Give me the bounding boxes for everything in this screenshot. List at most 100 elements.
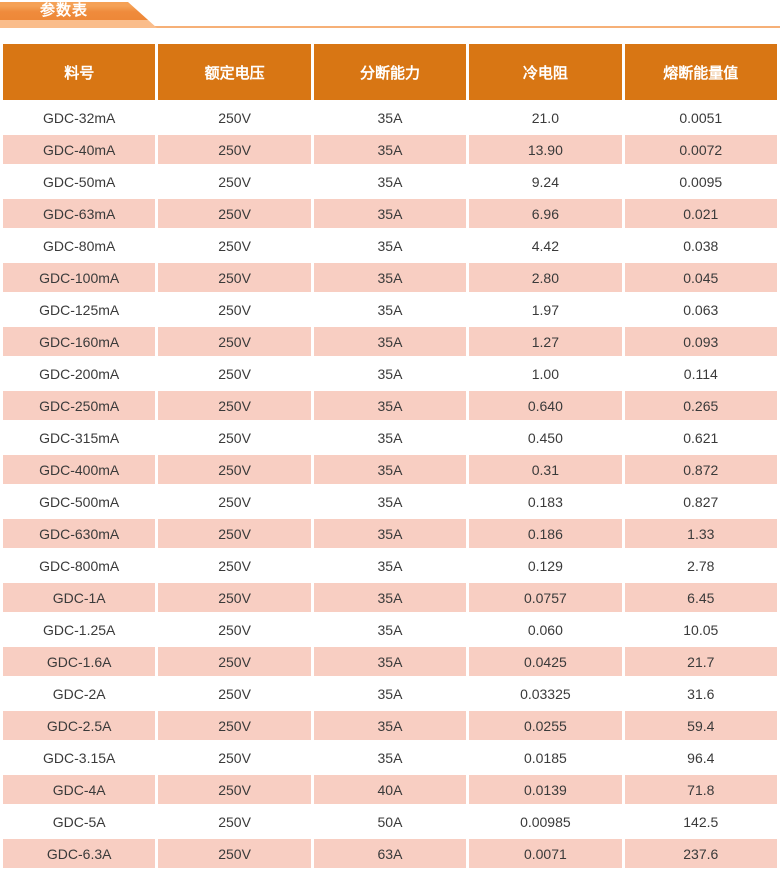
table-cell: GDC-5A <box>3 807 156 836</box>
table-cell: 35A <box>313 519 467 548</box>
table-cell: 250V <box>158 263 311 292</box>
table-cell: 0.0757 <box>469 583 622 612</box>
parameters-table: 料号 额定电压 分断能力 冷电阻 熔断能量值 GDC-32mA 250V 35A 21… <box>0 41 780 871</box>
table-cell: GDC-1.6A <box>3 647 156 676</box>
table-cell: GDC-630mA <box>3 519 156 548</box>
table-cell: 0.0425 <box>469 647 622 676</box>
table-row: GDC-6.3A 250V 63A 0.0071 237.6 <box>3 839 777 868</box>
table-cell: GDC-32mA <box>3 103 156 132</box>
table-cell: 0.021 <box>624 199 777 228</box>
table-cell: 0.0071 <box>469 839 622 868</box>
table-cell: 250V <box>158 167 311 196</box>
table-row: GDC-200mA 250V 35A 1.00 0.114 <box>3 359 777 388</box>
table-row: GDC-500mA 250V 35A 0.183 0.827 <box>3 487 777 516</box>
table-cell: 21.7 <box>624 647 777 676</box>
table-cell: 35A <box>313 423 467 452</box>
table-row: GDC-1.25A 250V 35A 0.060 10.05 <box>3 615 777 644</box>
table-cell: 0.186 <box>469 519 622 548</box>
table-cell: GDC-315mA <box>3 423 156 452</box>
table-cell: 142.5 <box>624 807 777 836</box>
table-cell: 9.24 <box>469 167 622 196</box>
table-cell: 0.00985 <box>469 807 622 836</box>
table-row: GDC-250mA 250V 35A 0.640 0.265 <box>3 391 777 420</box>
column-header-part-number: 料号 <box>3 44 156 100</box>
table-cell: GDC-1.25A <box>3 615 156 644</box>
table-cell: GDC-160mA <box>3 327 156 356</box>
table-cell: 0.045 <box>624 263 777 292</box>
table-cell: 0.450 <box>469 423 622 452</box>
table-cell: 71.8 <box>624 775 777 804</box>
table-cell: 0.0072 <box>624 135 777 164</box>
table-row: GDC-2A 250V 35A 0.03325 31.6 <box>3 679 777 708</box>
table-row: GDC-400mA 250V 35A 0.31 0.872 <box>3 455 777 484</box>
table-cell: GDC-400mA <box>3 455 156 484</box>
table-cell: GDC-63mA <box>3 199 156 228</box>
parameters-table-body: GDC-32mA 250V 35A 21.0 0.0051 GDC-40mA 250V 35A… <box>3 103 777 868</box>
table-cell: 250V <box>158 807 311 836</box>
table-cell: 250V <box>158 295 311 324</box>
table-cell: 0.265 <box>624 391 777 420</box>
table-cell: 35A <box>313 167 467 196</box>
table-cell: 35A <box>313 615 467 644</box>
table-cell: 35A <box>313 359 467 388</box>
table-cell: 0.621 <box>624 423 777 452</box>
table-row: GDC-315mA 250V 35A 0.450 0.621 <box>3 423 777 452</box>
section-tab-parameters[interactable]: 参数表 <box>0 2 157 28</box>
table-cell: 237.6 <box>624 839 777 868</box>
table-cell: GDC-6.3A <box>3 839 156 868</box>
table-row: GDC-63mA 250V 35A 6.96 0.021 <box>3 199 777 228</box>
table-cell: GDC-4A <box>3 775 156 804</box>
table-cell: 250V <box>158 487 311 516</box>
table-cell: 250V <box>158 199 311 228</box>
table-cell: 35A <box>313 455 467 484</box>
table-cell: 0.183 <box>469 487 622 516</box>
table-cell: GDC-2.5A <box>3 711 156 740</box>
table-cell: 35A <box>313 391 467 420</box>
table-cell: 35A <box>313 327 467 356</box>
table-cell: 40A <box>313 775 467 804</box>
table-cell: 35A <box>313 551 467 580</box>
table-cell: 250V <box>158 423 311 452</box>
table-cell: 0.0139 <box>469 775 622 804</box>
table-cell: 96.4 <box>624 743 777 772</box>
parameters-table-head: 料号 额定电压 分断能力 冷电阻 熔断能量值 <box>3 44 777 100</box>
table-cell: 250V <box>158 103 311 132</box>
table-cell: 0.31 <box>469 455 622 484</box>
table-row: GDC-3.15A 250V 35A 0.0185 96.4 <box>3 743 777 772</box>
table-cell: 0.827 <box>624 487 777 516</box>
table-cell: 35A <box>313 103 467 132</box>
table-row: GDC-1A 250V 35A 0.0757 6.45 <box>3 583 777 612</box>
table-cell: 0.114 <box>624 359 777 388</box>
table-cell: 250V <box>158 231 311 260</box>
table-cell: 250V <box>158 359 311 388</box>
table-cell: 250V <box>158 839 311 868</box>
column-header-breaking-capacity: 分断能力 <box>313 44 467 100</box>
table-cell: 35A <box>313 295 467 324</box>
table-row: GDC-5A 250V 50A 0.00985 142.5 <box>3 807 777 836</box>
table-cell: 35A <box>313 231 467 260</box>
table-cell: GDC-80mA <box>3 231 156 260</box>
table-cell: 250V <box>158 647 311 676</box>
table-cell: 0.0185 <box>469 743 622 772</box>
table-cell: 35A <box>313 679 467 708</box>
table-row: GDC-50mA 250V 35A 9.24 0.0095 <box>3 167 777 196</box>
table-row: GDC-125mA 250V 35A 1.97 0.063 <box>3 295 777 324</box>
table-cell: GDC-2A <box>3 679 156 708</box>
table-cell: GDC-500mA <box>3 487 156 516</box>
table-cell: 0.0095 <box>624 167 777 196</box>
column-header-rated-voltage: 额定电压 <box>158 44 311 100</box>
table-cell: GDC-100mA <box>3 263 156 292</box>
table-cell: GDC-200mA <box>3 359 156 388</box>
table-cell: 2.80 <box>469 263 622 292</box>
table-cell: GDC-50mA <box>3 167 156 196</box>
table-cell: GDC-800mA <box>3 551 156 580</box>
table-cell: 0.063 <box>624 295 777 324</box>
table-cell: 6.45 <box>624 583 777 612</box>
table-cell: 1.00 <box>469 359 622 388</box>
table-cell: 35A <box>313 743 467 772</box>
table-cell: 250V <box>158 615 311 644</box>
table-cell: 35A <box>313 263 467 292</box>
table-cell: 35A <box>313 583 467 612</box>
table-row: GDC-40mA 250V 35A 13.90 0.0072 <box>3 135 777 164</box>
table-cell: 250V <box>158 743 311 772</box>
